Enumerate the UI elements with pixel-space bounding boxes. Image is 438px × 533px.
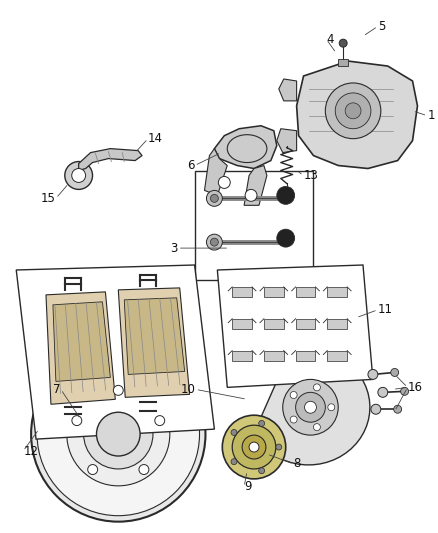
Circle shape: [84, 399, 153, 469]
Text: 13: 13: [304, 169, 318, 182]
Bar: [327, 287, 347, 297]
Polygon shape: [254, 350, 370, 465]
Circle shape: [113, 385, 123, 395]
Polygon shape: [124, 298, 185, 375]
Circle shape: [259, 468, 265, 474]
Text: 14: 14: [148, 132, 163, 145]
Text: 6: 6: [187, 159, 194, 172]
Polygon shape: [214, 126, 277, 168]
Polygon shape: [217, 265, 373, 387]
Circle shape: [231, 430, 237, 435]
Circle shape: [232, 425, 276, 469]
Circle shape: [242, 435, 266, 459]
Text: 1: 1: [427, 109, 435, 122]
Circle shape: [155, 416, 165, 425]
Text: 11: 11: [378, 303, 393, 316]
Circle shape: [65, 161, 92, 189]
Bar: [264, 319, 284, 329]
Bar: [327, 351, 347, 360]
Circle shape: [401, 387, 409, 395]
Circle shape: [96, 412, 140, 456]
Circle shape: [210, 195, 219, 203]
Circle shape: [67, 382, 170, 486]
Bar: [327, 319, 347, 329]
Circle shape: [290, 416, 297, 423]
Text: 10: 10: [181, 383, 195, 396]
Circle shape: [394, 405, 402, 413]
Text: 5: 5: [378, 20, 385, 33]
Polygon shape: [338, 59, 348, 66]
Polygon shape: [277, 129, 297, 152]
Bar: [232, 351, 252, 360]
Circle shape: [31, 346, 205, 522]
Circle shape: [206, 190, 223, 206]
Bar: [264, 351, 284, 360]
Bar: [296, 319, 315, 329]
Circle shape: [314, 384, 320, 391]
Circle shape: [277, 187, 295, 204]
Circle shape: [223, 415, 286, 479]
Bar: [296, 351, 315, 360]
Circle shape: [314, 424, 320, 431]
Circle shape: [259, 421, 265, 426]
Text: 12: 12: [23, 445, 38, 457]
Circle shape: [339, 39, 347, 47]
Circle shape: [219, 176, 230, 188]
Circle shape: [37, 352, 200, 516]
Polygon shape: [16, 265, 214, 439]
Polygon shape: [118, 288, 190, 397]
Circle shape: [88, 465, 98, 474]
Bar: [232, 319, 252, 329]
Polygon shape: [46, 292, 115, 404]
Circle shape: [391, 368, 399, 376]
Polygon shape: [244, 166, 267, 205]
Circle shape: [72, 168, 85, 182]
Text: 15: 15: [41, 192, 56, 205]
Polygon shape: [205, 149, 227, 196]
Circle shape: [328, 404, 335, 411]
Circle shape: [276, 444, 282, 450]
Circle shape: [277, 229, 295, 247]
Circle shape: [139, 465, 149, 474]
Polygon shape: [297, 61, 417, 168]
Circle shape: [290, 392, 297, 399]
Circle shape: [378, 387, 388, 397]
Text: 8: 8: [293, 457, 301, 471]
Bar: [194, 171, 314, 280]
Circle shape: [245, 189, 257, 201]
Polygon shape: [279, 79, 297, 101]
Circle shape: [210, 238, 219, 246]
Circle shape: [304, 401, 316, 413]
Text: 9: 9: [244, 480, 251, 494]
Bar: [264, 287, 284, 297]
Polygon shape: [79, 149, 142, 171]
Circle shape: [325, 83, 381, 139]
Circle shape: [283, 379, 338, 435]
Text: 4: 4: [326, 33, 334, 46]
Circle shape: [249, 442, 259, 452]
Bar: [232, 287, 252, 297]
Polygon shape: [53, 302, 110, 382]
Circle shape: [371, 404, 381, 414]
Text: 7: 7: [53, 383, 61, 396]
Circle shape: [72, 416, 82, 425]
Text: 16: 16: [408, 381, 423, 394]
Text: 3: 3: [170, 241, 178, 255]
Circle shape: [345, 103, 361, 119]
Circle shape: [368, 369, 378, 379]
Circle shape: [335, 93, 371, 129]
Circle shape: [296, 392, 325, 422]
Bar: [296, 287, 315, 297]
Circle shape: [231, 459, 237, 465]
Circle shape: [206, 234, 223, 250]
